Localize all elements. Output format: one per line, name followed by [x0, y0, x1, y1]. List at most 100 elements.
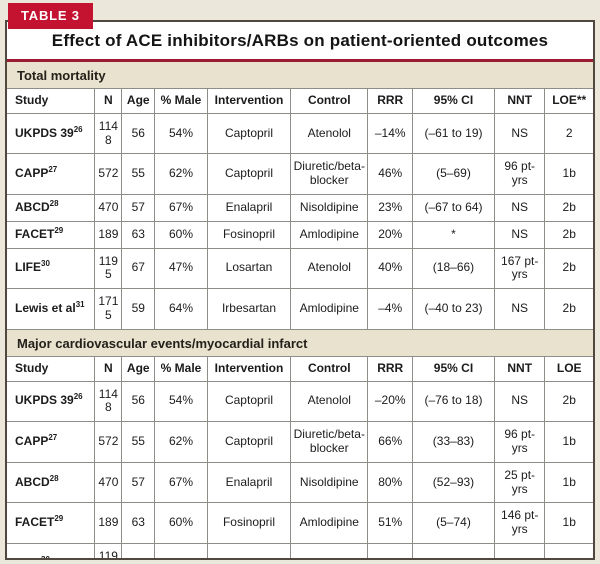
data-cell: 20%: [367, 220, 413, 249]
data-cell: 189: [94, 220, 123, 249]
column-header-intervention: Intervention: [206, 89, 292, 114]
study-name: CAPP: [15, 434, 49, 449]
data-cell: 54%: [154, 112, 208, 155]
reference-superscript: 29: [54, 225, 64, 235]
study-name: LIFE: [15, 556, 41, 558]
data-cell: 189: [94, 502, 123, 544]
data-cell: Losartan: [206, 247, 292, 290]
study-name: ABCD: [15, 199, 50, 214]
data-cell: 572: [94, 153, 123, 195]
data-cell: 54%: [154, 380, 208, 423]
data-cell: (5–74): [411, 502, 496, 544]
data-cell: Enalapril: [206, 193, 292, 222]
data-cell: Nisoldipine: [290, 461, 369, 504]
column-header-study: Study: [7, 356, 96, 382]
study-name: FACET: [15, 515, 55, 530]
data-cell: Atenolol: [290, 247, 369, 290]
table-row: UKPDS 3926 1148 56 54% Captopril Atenolo…: [7, 112, 593, 155]
data-cell: –7%: [367, 542, 413, 558]
data-cell: 1195: [94, 247, 123, 290]
study-cell: ABCD28: [7, 193, 96, 222]
data-cell: Diuretic/beta-blocker: [290, 421, 369, 463]
data-cell: Atenolol: [290, 380, 369, 423]
column-header-loe: LOE**: [544, 89, 593, 114]
column-header-nnt: NNT: [493, 356, 546, 382]
total-mortality-table: Study N Age % Male Intervention Control …: [7, 89, 593, 330]
data-cell: 2b: [544, 542, 593, 558]
column-header-age: Age: [121, 89, 156, 114]
study-cell: LIFE30: [7, 542, 96, 558]
data-cell: Fosinopril: [206, 502, 292, 544]
data-cell: 62%: [154, 153, 208, 195]
data-cell: 96 pt-yrs: [493, 153, 546, 195]
study-cell: Lewis et al31: [7, 288, 96, 330]
section-band-total-mortality: Total mortality: [7, 62, 593, 89]
data-cell: 67: [121, 247, 156, 290]
data-cell: Captopril: [206, 112, 292, 155]
reference-superscript: 28: [49, 198, 59, 208]
section-band-major-cv-events: Major cardiovascular events/myocardial i…: [7, 329, 593, 357]
data-cell: Amlodipine: [290, 220, 369, 249]
data-cell: 2b: [544, 193, 593, 222]
data-cell: Losartan: [206, 542, 292, 558]
data-cell: Diuretic/beta-blocker: [290, 153, 369, 195]
data-cell: 46%: [367, 153, 413, 195]
table-row: FACET29 189 63 60% Fosinopril Amlodipine…: [7, 502, 593, 544]
data-cell: 67: [121, 542, 156, 558]
data-cell: 57: [121, 193, 156, 222]
table-row: LIFE30 1195 67 47% Losartan Atenolol 40%…: [7, 247, 593, 290]
reference-superscript: 26: [73, 124, 83, 134]
reference-superscript: 27: [48, 165, 58, 175]
data-cell: 1148: [94, 380, 123, 423]
column-header-loe: LOE: [544, 356, 593, 382]
data-cell: NS: [493, 288, 546, 330]
data-cell: 2b: [544, 380, 593, 423]
column-header-rrr: RRR: [367, 356, 413, 382]
data-cell: 470: [94, 461, 123, 504]
data-cell: 55: [121, 421, 156, 463]
column-header-intervention: Intervention: [206, 356, 292, 382]
column-header-male: % Male: [154, 89, 208, 114]
data-cell: 56: [121, 380, 156, 423]
data-cell: NS: [493, 542, 546, 558]
table-row: CAPP27 572 55 62% Captopril Diuretic/bet…: [7, 421, 593, 463]
data-cell: Captopril: [206, 153, 292, 195]
data-cell: 66%: [367, 421, 413, 463]
data-cell: 470: [94, 193, 123, 222]
data-cell: 25 pt-yrs: [493, 461, 546, 504]
study-name: CAPP: [15, 166, 49, 181]
data-cell: 57: [121, 461, 156, 504]
data-cell: 60%: [154, 220, 208, 249]
data-cell: 63: [121, 502, 156, 544]
data-cell: 51%: [367, 502, 413, 544]
table-box: Effect of ACE inhibitors/ARBs on patient…: [5, 20, 595, 560]
study-name: UKPDS 39: [15, 393, 74, 408]
column-header-ci: 95% CI: [411, 89, 496, 114]
column-header-age: Age: [121, 356, 156, 382]
data-cell: –14%: [367, 112, 413, 155]
data-cell: 1b: [544, 421, 593, 463]
reference-superscript: 27: [48, 433, 58, 443]
table-row: ABCD28 470 57 67% Enalapril Nisoldipine …: [7, 193, 593, 222]
data-cell: 2b: [544, 288, 593, 330]
column-header-control: Control: [290, 356, 369, 382]
data-cell: (18–66): [411, 247, 496, 290]
data-cell: Fosinopril: [206, 220, 292, 249]
data-cell: (–61 to 19): [411, 112, 496, 155]
data-cell: NS: [493, 112, 546, 155]
data-cell: 1148: [94, 112, 123, 155]
reference-superscript: 31: [75, 300, 85, 310]
data-cell: Captopril: [206, 380, 292, 423]
data-cell: 59: [121, 288, 156, 330]
data-cell: 55: [121, 153, 156, 195]
data-cell: (–76 to 18): [411, 380, 496, 423]
study-cell: ABCD28: [7, 461, 96, 504]
data-cell: *: [411, 220, 496, 249]
reference-superscript: 26: [73, 392, 83, 402]
reference-superscript: 28: [49, 473, 59, 483]
study-cell: FACET29: [7, 502, 96, 544]
data-cell: 1195: [94, 542, 123, 558]
data-cell: Nisoldipine: [290, 193, 369, 222]
table-row: ABCD28 470 57 67% Enalapril Nisoldipine …: [7, 461, 593, 504]
data-cell: Atenolol: [290, 112, 369, 155]
